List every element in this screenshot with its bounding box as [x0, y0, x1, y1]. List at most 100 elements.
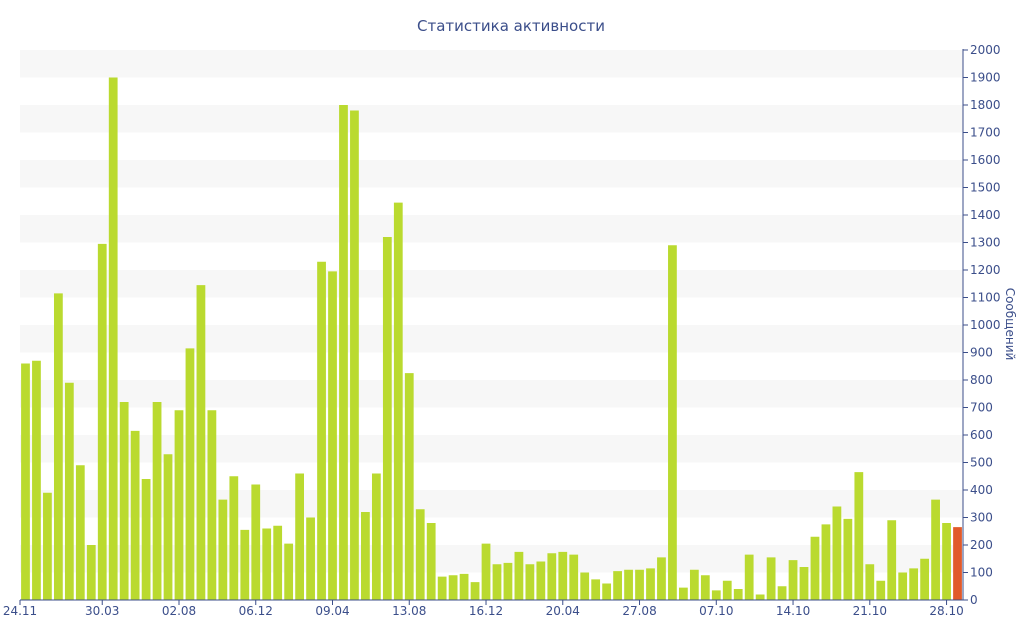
bar[interactable] — [898, 572, 908, 601]
bar[interactable] — [32, 360, 41, 600]
bar[interactable] — [635, 569, 644, 600]
bar[interactable] — [152, 402, 162, 600]
bar[interactable] — [21, 363, 30, 601]
bar[interactable] — [558, 551, 568, 600]
bar[interactable] — [108, 77, 118, 601]
bar[interactable] — [240, 529, 250, 600]
bar[interactable] — [569, 554, 579, 600]
bar[interactable] — [86, 545, 96, 600]
y-tick-label: 1000 — [970, 318, 1001, 332]
bar[interactable] — [306, 517, 315, 601]
bar[interactable] — [64, 382, 74, 600]
bar[interactable] — [909, 568, 919, 600]
bar[interactable] — [810, 536, 820, 600]
bar[interactable] — [920, 558, 930, 600]
bar[interactable] — [75, 465, 85, 600]
y-tick-label: 300 — [970, 511, 993, 525]
bar[interactable] — [536, 561, 546, 601]
bar[interactable] — [229, 476, 239, 600]
bar[interactable] — [393, 202, 403, 600]
bar[interactable] — [865, 564, 875, 600]
bar[interactable] — [273, 525, 283, 600]
bar[interactable] — [799, 567, 809, 600]
bar[interactable] — [295, 473, 304, 601]
bar[interactable] — [207, 410, 217, 600]
bar[interactable] — [470, 582, 480, 600]
bar[interactable] — [646, 568, 655, 600]
bar[interactable] — [525, 564, 535, 600]
bar[interactable] — [350, 110, 359, 601]
bar[interactable] — [832, 506, 842, 601]
x-tick-label: 20.04 — [546, 604, 580, 618]
bar[interactable] — [876, 580, 886, 600]
bar[interactable] — [339, 105, 348, 600]
bar[interactable] — [503, 562, 513, 600]
bar[interactable] — [679, 587, 688, 600]
y-tick-label: 0 — [970, 593, 978, 607]
bar[interactable] — [97, 243, 107, 600]
bar[interactable] — [942, 523, 951, 600]
bar[interactable] — [580, 572, 590, 601]
bar[interactable] — [624, 569, 633, 600]
bar[interactable] — [821, 524, 831, 600]
y-tick-label: 200 — [970, 538, 993, 552]
y-tick-label: 400 — [970, 483, 993, 497]
bar[interactable] — [382, 237, 392, 600]
grid-band — [20, 105, 963, 133]
y-tick-label: 800 — [970, 373, 993, 387]
bar[interactable] — [317, 261, 326, 600]
bar[interactable] — [755, 594, 765, 601]
bar[interactable] — [766, 557, 776, 600]
bar[interactable] — [514, 551, 524, 600]
bar[interactable] — [843, 518, 853, 600]
bar[interactable] — [657, 557, 666, 600]
grid-band — [20, 50, 963, 78]
bar[interactable] — [744, 554, 754, 600]
bar[interactable] — [141, 479, 151, 600]
bar[interactable] — [163, 454, 173, 600]
bar[interactable] — [492, 564, 502, 600]
grid-band — [20, 270, 963, 298]
bar[interactable] — [174, 410, 184, 600]
bar[interactable] — [459, 573, 469, 600]
bar[interactable] — [328, 271, 337, 600]
bar[interactable] — [185, 348, 195, 600]
bar[interactable] — [668, 245, 677, 600]
bar[interactable] — [404, 373, 414, 600]
bar[interactable] — [218, 499, 228, 600]
bar[interactable] — [733, 589, 743, 600]
bar[interactable] — [953, 527, 962, 600]
bar[interactable] — [689, 569, 699, 600]
bar[interactable] — [284, 543, 294, 600]
bar[interactable] — [426, 523, 436, 600]
grid-band — [20, 215, 963, 243]
bar[interactable] — [788, 560, 798, 600]
bar[interactable] — [251, 484, 261, 601]
bar[interactable] — [722, 580, 732, 600]
bar[interactable] — [931, 499, 940, 600]
bar[interactable] — [437, 576, 447, 600]
y-tick-label: 900 — [970, 346, 993, 360]
bar[interactable] — [613, 571, 622, 600]
bar[interactable] — [700, 575, 710, 600]
bar[interactable] — [43, 492, 52, 600]
y-axis: 0 100 200 300 400 500 600 700 800 900 1000 1100 1200… — [962, 43, 1001, 607]
bar[interactable] — [602, 583, 612, 601]
bar[interactable] — [481, 543, 491, 600]
bar[interactable] — [196, 285, 206, 600]
bar[interactable] — [130, 430, 140, 600]
bar[interactable] — [361, 512, 370, 600]
bar[interactable] — [854, 472, 864, 600]
bar[interactable] — [887, 520, 897, 600]
y-tick-label: 1600 — [970, 153, 1001, 167]
bar[interactable] — [711, 590, 721, 600]
bar[interactable] — [371, 473, 381, 601]
bar[interactable] — [53, 293, 63, 600]
bar[interactable] — [547, 553, 557, 600]
bar[interactable] — [262, 528, 272, 601]
bar[interactable] — [448, 575, 458, 600]
bar[interactable] — [591, 579, 601, 600]
bar[interactable] — [119, 402, 129, 600]
bar[interactable] — [777, 586, 787, 600]
bar[interactable] — [415, 509, 425, 600]
